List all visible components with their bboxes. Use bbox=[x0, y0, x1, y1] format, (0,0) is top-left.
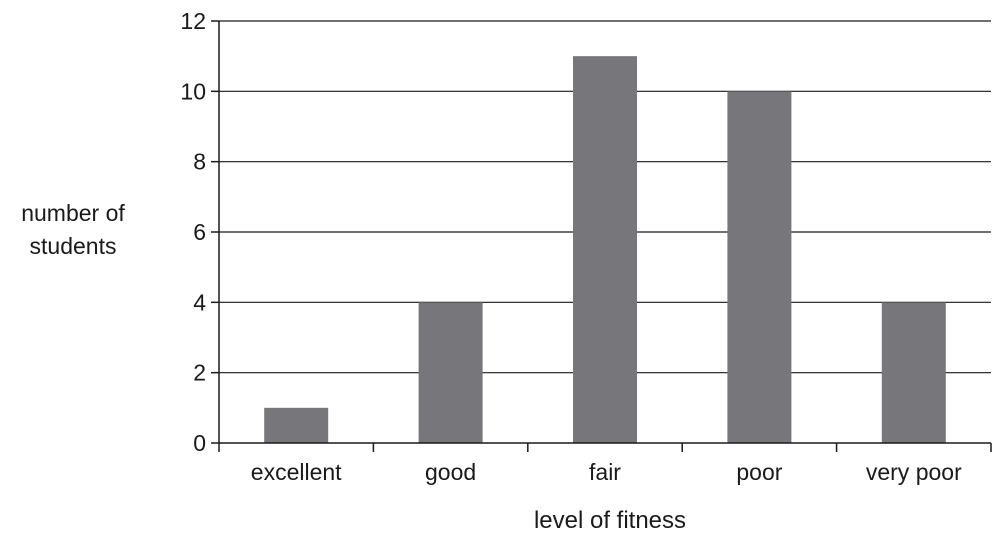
y-axis-label-line-2: students bbox=[30, 233, 117, 259]
x-axis-label: level of fitness bbox=[534, 507, 686, 532]
bar-excellent bbox=[264, 407, 329, 443]
bar-poor bbox=[727, 91, 792, 443]
y-ticks: 0 2 4 6 8 10 12 bbox=[180, 8, 219, 456]
x-tick-label: good bbox=[425, 459, 476, 485]
y-tick-label: 6 bbox=[193, 219, 206, 245]
bar-very-poor bbox=[881, 302, 946, 443]
y-tick-label: 12 bbox=[180, 8, 206, 34]
x-tick-label: fair bbox=[589, 459, 621, 485]
x-ticks: excellent good fair poor very poor bbox=[218, 443, 992, 485]
y-tick-label: 4 bbox=[193, 289, 206, 315]
bar-fair bbox=[573, 56, 637, 444]
y-axis-label-line-1: number of bbox=[21, 200, 125, 226]
x-tick-label: excellent bbox=[251, 459, 342, 485]
x-tick-label: very poor bbox=[866, 459, 962, 485]
y-tick-label: 8 bbox=[193, 149, 206, 175]
y-tick-label: 2 bbox=[193, 360, 206, 386]
bar-good bbox=[418, 302, 483, 443]
x-tick-label: poor bbox=[736, 459, 782, 485]
y-tick-label: 10 bbox=[180, 78, 206, 104]
y-tick-label: 0 bbox=[193, 430, 206, 456]
bars bbox=[264, 56, 946, 444]
